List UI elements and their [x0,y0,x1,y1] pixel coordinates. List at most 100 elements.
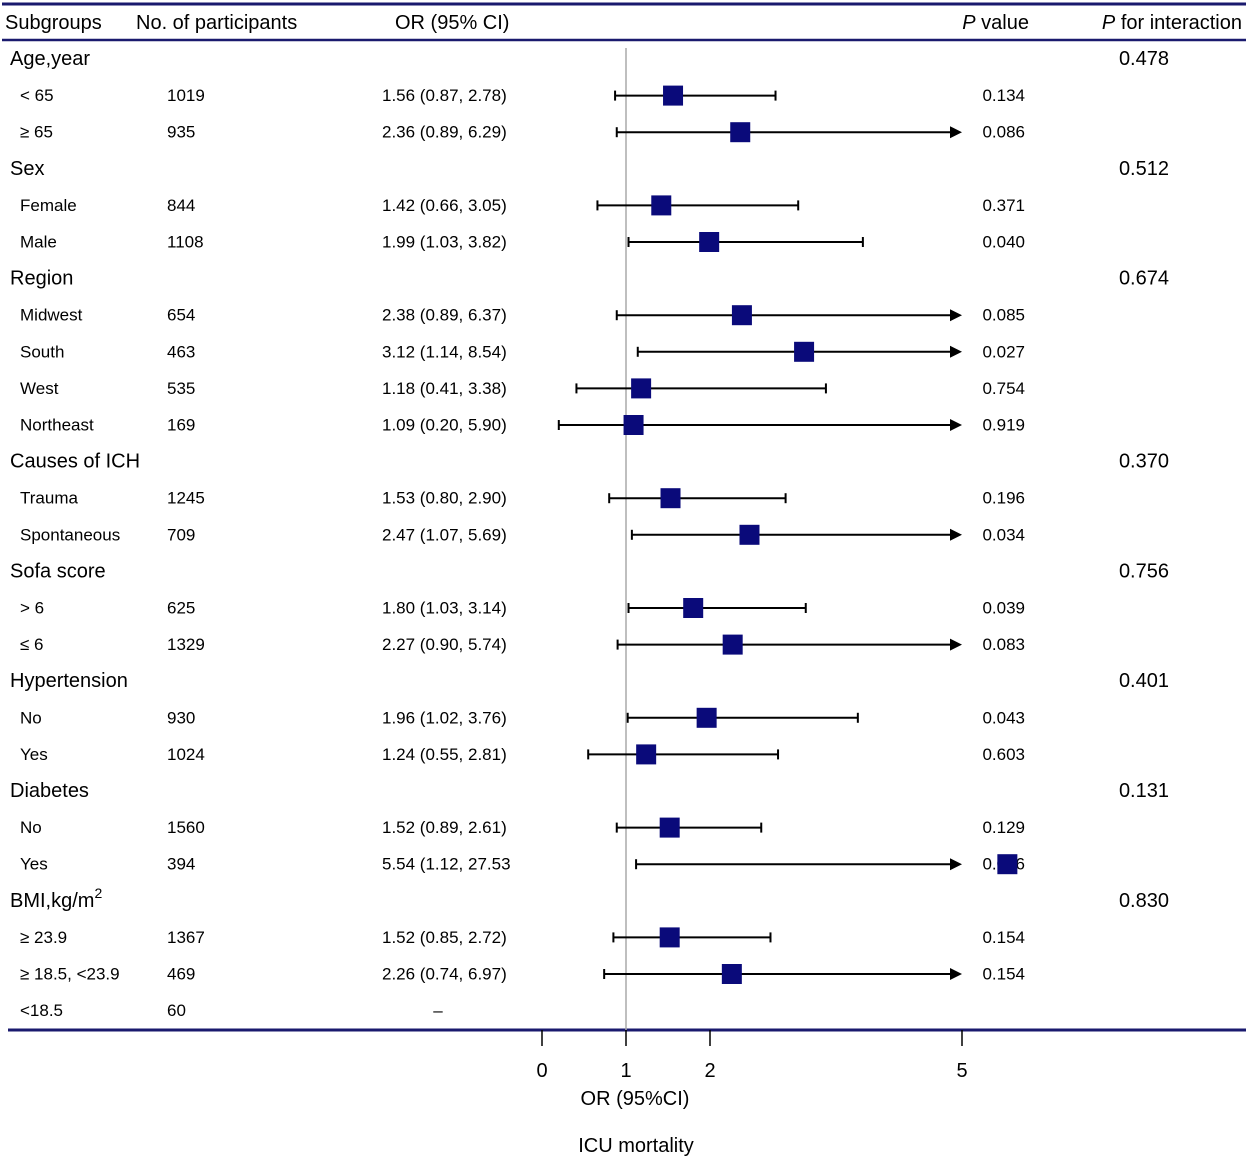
or-ci-text: 2.36 (0.89, 6.29) [382,123,507,142]
p-value: 0.919 [982,416,1025,435]
group-label-text: Age,year [10,48,90,70]
p-interaction-value: 0.674 [1119,268,1169,290]
participants-count: 1329 [167,635,205,654]
or-ci-text: 1.09 (0.20, 5.90) [382,416,507,435]
participants-count: 169 [167,416,195,435]
p-value: 0.034 [982,525,1025,544]
or-point-marker [721,964,742,984]
participants-count: 625 [167,599,195,618]
or-ci-text: 1.56 (0.87, 2.78) [382,86,507,105]
participants-count: 709 [167,525,195,544]
or-ci-text: 2.38 (0.89, 6.37) [382,306,507,325]
p-interaction-value: 0.478 [1119,48,1169,70]
p-value: 0.754 [982,379,1025,398]
p-value: 0.154 [982,965,1025,984]
participants-count: 60 [167,1001,186,1020]
subgroup-label: Northeast [20,416,94,435]
p-value: 0.129 [982,818,1025,837]
outcome-label: ICU mortality [578,1135,694,1157]
forest-rows: Age,year 0.478 < 65 1019 1.56 (0.87, 2.78) 0.… [10,48,1169,1020]
p-value: 0.154 [982,928,1025,947]
subgroup-label: Yes [20,745,48,764]
group-label-text: Hypertension [10,670,128,692]
subgroup-label: ≤ 6 [20,635,44,654]
or-point-marker [683,598,704,618]
header-p-value: P value [962,12,1029,34]
group-label-superscript: 2 [94,885,102,901]
ci-arrow [950,968,962,980]
p-value: 0.196 [982,489,1025,508]
group-label-text: Causes of ICH [10,451,140,473]
p-value: 0.083 [982,635,1025,654]
header-participants: No. of participants [136,12,297,34]
ci-arrow [950,309,962,322]
group-label: Diabetes [10,780,89,802]
or-point-marker [794,341,815,362]
participants-count: 1560 [167,818,205,837]
or-ci-text: 2.26 (0.74, 6.97) [382,965,507,984]
or-ci-text: 1.18 (0.41, 3.38) [382,379,507,398]
subgroup-label: No [20,708,42,727]
or-point-marker [696,707,717,728]
or-point-marker [623,415,644,435]
participants-count: 844 [167,196,195,215]
subgroup-label: Spontaneous [20,525,120,544]
or-point-marker [699,232,720,252]
header-p-interaction-italic: P [1102,12,1116,34]
participants-count: 1024 [167,745,205,764]
group-label: Age,year [10,48,90,70]
header-or-ci: OR (95% CI) [395,12,509,34]
or-point-marker [651,195,672,216]
or-ci-text: 1.96 (1.02, 3.76) [382,708,507,727]
p-value: 0.085 [982,306,1025,325]
group-label-text: BMI,kg/m [10,890,94,912]
group-label: Region [10,268,73,290]
x-tick-label-5: 5 [956,1060,967,1082]
subgroup-label: ≥ 23.9 [20,928,67,947]
subgroup-label: > 6 [20,599,44,618]
x-tick-label-2: 2 [704,1060,715,1082]
participants-count: 1245 [167,489,205,508]
group-label-text: Sex [10,158,44,180]
or-ci-text: 1.42 (0.66, 3.05) [382,196,507,215]
ci-arrow [950,126,962,139]
participants-count: 1367 [167,928,205,947]
subgroup-label: Yes [20,855,48,874]
ci-arrow [950,528,962,541]
or-ci-text: 5.54 (1.12, 27.53 [382,855,511,874]
group-label: BMI,kg/m2 [10,885,102,912]
subgroup-label: No [20,818,42,837]
or-ci-text: 1.52 (0.85, 2.72) [382,928,507,947]
p-value: 0.039 [982,599,1025,618]
or-ci-text: 1.80 (1.03, 3.14) [382,599,507,618]
subgroup-label: ≥ 18.5, <23.9 [20,965,120,984]
subgroup-label: Midwest [20,306,83,325]
or-point-marker [722,634,743,655]
participants-count: 1108 [167,233,204,252]
participants-count: 1019 [167,86,205,105]
group-label: Sex [10,158,44,180]
participants-count: 535 [167,379,195,398]
x-axis: 0 1 2 5 OR (95%CI) ICU mortality [536,1030,968,1157]
participants-count: 930 [167,708,195,727]
participants-count: 394 [167,855,195,874]
group-label-text: Sofa score [10,560,106,582]
p-value: 0.086 [982,123,1025,142]
group-label: Causes of ICH [10,451,140,473]
subgroup-label: South [20,342,64,361]
group-label-text: Diabetes [10,780,89,802]
or-point-marker [660,488,681,509]
group-label: Hypertension [10,670,128,692]
header-p-interaction-rest: for interaction [1115,12,1242,34]
or-point-marker [997,854,1018,875]
p-value: 0.134 [982,86,1025,105]
participants-count: 654 [167,306,195,325]
x-tick-label-1: 1 [620,1060,631,1082]
group-label-text: Region [10,268,73,290]
or-ci-text: 1.53 (0.80, 2.90) [382,489,507,508]
or-point-marker [631,378,652,399]
participants-count: 463 [167,342,195,361]
participants-count: 935 [167,123,195,142]
ci-arrow [950,638,962,651]
p-interaction-value: 0.401 [1119,670,1169,692]
